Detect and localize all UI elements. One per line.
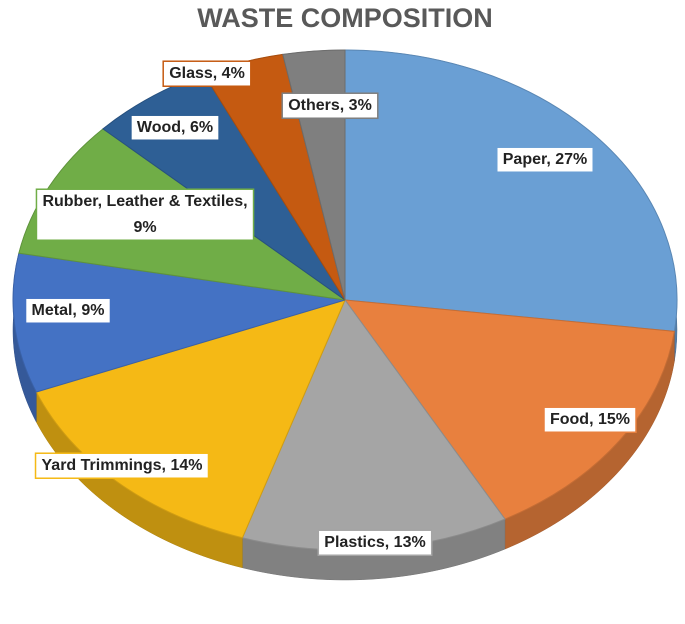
slice <box>344 49 678 332</box>
slice <box>12 252 346 393</box>
label-text: Plastics, 13% <box>324 534 425 551</box>
label-text: Paper, 27% <box>503 151 588 168</box>
data-label: Plastics, 13% <box>317 529 433 556</box>
label-box <box>162 60 252 87</box>
data-label: Food, 15% <box>543 406 637 433</box>
label-box <box>543 406 637 433</box>
label-text: Food, 15% <box>550 411 630 428</box>
label-text: Others, 3% <box>288 97 372 114</box>
label-text: Wood, 6% <box>137 119 213 136</box>
label-box <box>130 114 220 141</box>
data-label: Others, 3% <box>281 92 379 119</box>
label-text: Yard Trimmings, 14% <box>42 457 203 474</box>
data-label: Metal, 9% <box>24 297 112 324</box>
label-text: Rubber, Leather & Textiles, 9% <box>42 193 247 236</box>
chart-title: WASTE COMPOSITION <box>197 3 493 33</box>
label-text: Glass, 4% <box>169 65 245 82</box>
label-box <box>24 297 112 324</box>
data-label: Rubber, Leather & Textiles, 9% <box>35 188 255 241</box>
label-box <box>34 452 210 479</box>
label-text: Metal, 9% <box>32 302 105 319</box>
data-label: Wood, 6% <box>130 114 220 141</box>
label-box <box>35 188 255 241</box>
label-box <box>281 92 379 119</box>
label-box <box>496 146 594 173</box>
data-label: Paper, 27% <box>496 146 594 173</box>
data-label: Glass, 4% <box>162 60 252 87</box>
label-box <box>317 529 433 556</box>
slice <box>343 299 675 520</box>
data-label: Yard Trimmings, 14% <box>34 452 210 479</box>
